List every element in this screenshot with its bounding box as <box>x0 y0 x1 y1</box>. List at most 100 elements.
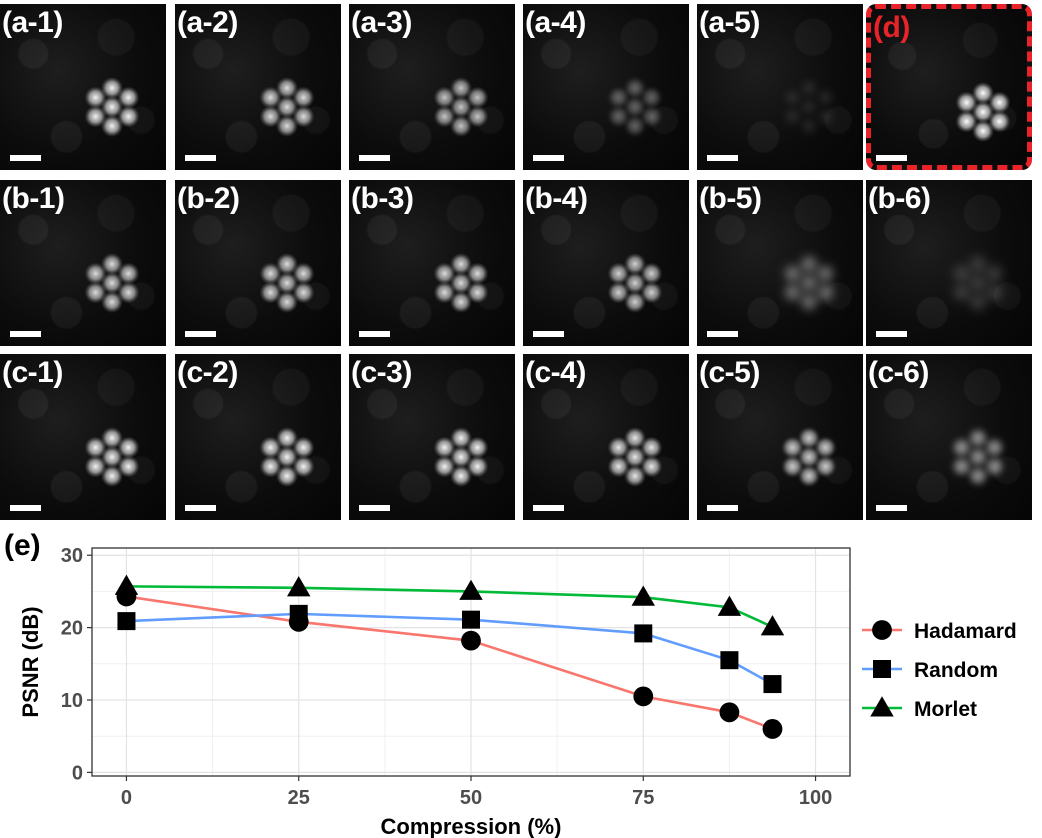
panel-label: (a-5) <box>699 6 760 39</box>
data-point-random <box>634 624 653 643</box>
particle <box>101 427 123 449</box>
data-point-random <box>462 610 480 629</box>
particle <box>450 291 472 313</box>
scale-bar <box>707 505 738 511</box>
nanoparticle-cluster <box>950 427 1006 487</box>
particle <box>101 253 123 275</box>
data-point-random <box>289 604 308 623</box>
particle <box>276 115 298 137</box>
background-noise <box>0 354 166 520</box>
particle <box>607 105 630 128</box>
particle <box>972 82 994 104</box>
particle <box>967 253 989 275</box>
particle <box>292 262 315 285</box>
particle <box>276 272 298 294</box>
x-tick-label: 100 <box>799 787 832 809</box>
particle <box>259 455 282 478</box>
background-noise <box>349 180 515 346</box>
micrograph-panel: (d) <box>866 4 1032 170</box>
particle <box>814 86 837 109</box>
particle <box>983 281 1006 304</box>
data-point-morlet <box>114 574 139 595</box>
particle <box>84 262 107 285</box>
scale-bar <box>707 155 738 161</box>
particle <box>983 262 1006 285</box>
particle <box>466 262 489 285</box>
nanoparticle-cluster <box>84 427 140 487</box>
x-tick-label: 50 <box>460 787 482 809</box>
micrograph-panel: (a-1) <box>0 4 166 170</box>
particle <box>117 86 140 109</box>
particle <box>955 110 978 133</box>
panel-label: (b-4) <box>525 182 588 215</box>
particle <box>101 115 123 137</box>
nanoparticle-cluster <box>433 253 489 313</box>
particle <box>950 281 973 304</box>
particle <box>967 291 989 313</box>
particle <box>259 262 282 285</box>
particle <box>259 281 282 304</box>
micrograph-panel: (b-3) <box>349 180 515 346</box>
particle <box>967 427 989 449</box>
scale-bar <box>876 505 907 511</box>
particle <box>433 455 456 478</box>
background-noise <box>0 180 166 346</box>
particle <box>101 96 123 118</box>
particle <box>972 120 994 142</box>
nanoparticle-cluster <box>607 427 663 487</box>
particle <box>624 96 646 118</box>
panel-label: (a-1) <box>2 6 63 39</box>
micrograph-panel: (a-5) <box>697 4 863 170</box>
micrograph-panel: (a-4) <box>523 4 689 170</box>
x-tick-label: 75 <box>632 787 654 809</box>
scale-bar <box>10 155 41 161</box>
particle <box>466 436 489 459</box>
particle <box>466 105 489 128</box>
particle <box>450 96 472 118</box>
data-point-morlet <box>459 579 483 600</box>
micrograph-panel: (b-1) <box>0 180 166 346</box>
particle <box>781 436 804 459</box>
particle <box>798 427 820 449</box>
background-noise <box>175 4 341 170</box>
panel-label: (b-2) <box>177 182 240 215</box>
nanoparticle-cluster <box>84 77 140 137</box>
background-noise <box>697 180 863 346</box>
nanoparticle-cluster <box>84 253 140 313</box>
y-axis-title: PSNR (dB) <box>18 606 43 717</box>
particle <box>624 272 646 294</box>
nanoparticle-cluster <box>433 427 489 487</box>
panel-label: (c-3) <box>351 356 412 389</box>
particle <box>84 105 107 128</box>
background-noise <box>349 4 515 170</box>
nanoparticle-cluster <box>259 427 315 487</box>
data-point-morlet <box>631 585 655 606</box>
particle <box>466 86 489 109</box>
particle <box>276 77 298 99</box>
legend-label: Random <box>914 659 998 682</box>
particle <box>259 105 282 128</box>
particle <box>433 436 456 459</box>
particle <box>798 115 820 137</box>
particle <box>276 465 298 487</box>
particle <box>798 446 820 468</box>
scale-bar <box>359 331 390 337</box>
background-noise <box>175 354 341 520</box>
psnr-chart: 0 25 50 75 100 0 10 20 30 Compression (%) PSNR (dB… <box>18 545 1017 838</box>
background-noise <box>523 354 689 520</box>
particle <box>781 281 804 304</box>
panel-label: (b-3) <box>351 182 414 215</box>
nanoparticle-cluster <box>781 427 837 487</box>
particle <box>814 436 837 459</box>
y-tick-label: 20 <box>61 618 83 640</box>
data-point-random <box>117 612 136 631</box>
scale-bar <box>533 155 564 161</box>
particle <box>292 86 315 109</box>
background-noise <box>0 4 166 170</box>
nanoparticle-cluster <box>950 253 1006 313</box>
legend-marker <box>870 696 894 717</box>
particle <box>84 455 107 478</box>
data-point-hadamard <box>719 702 740 723</box>
panel-label: (c-5) <box>699 356 760 389</box>
particle <box>84 436 107 459</box>
